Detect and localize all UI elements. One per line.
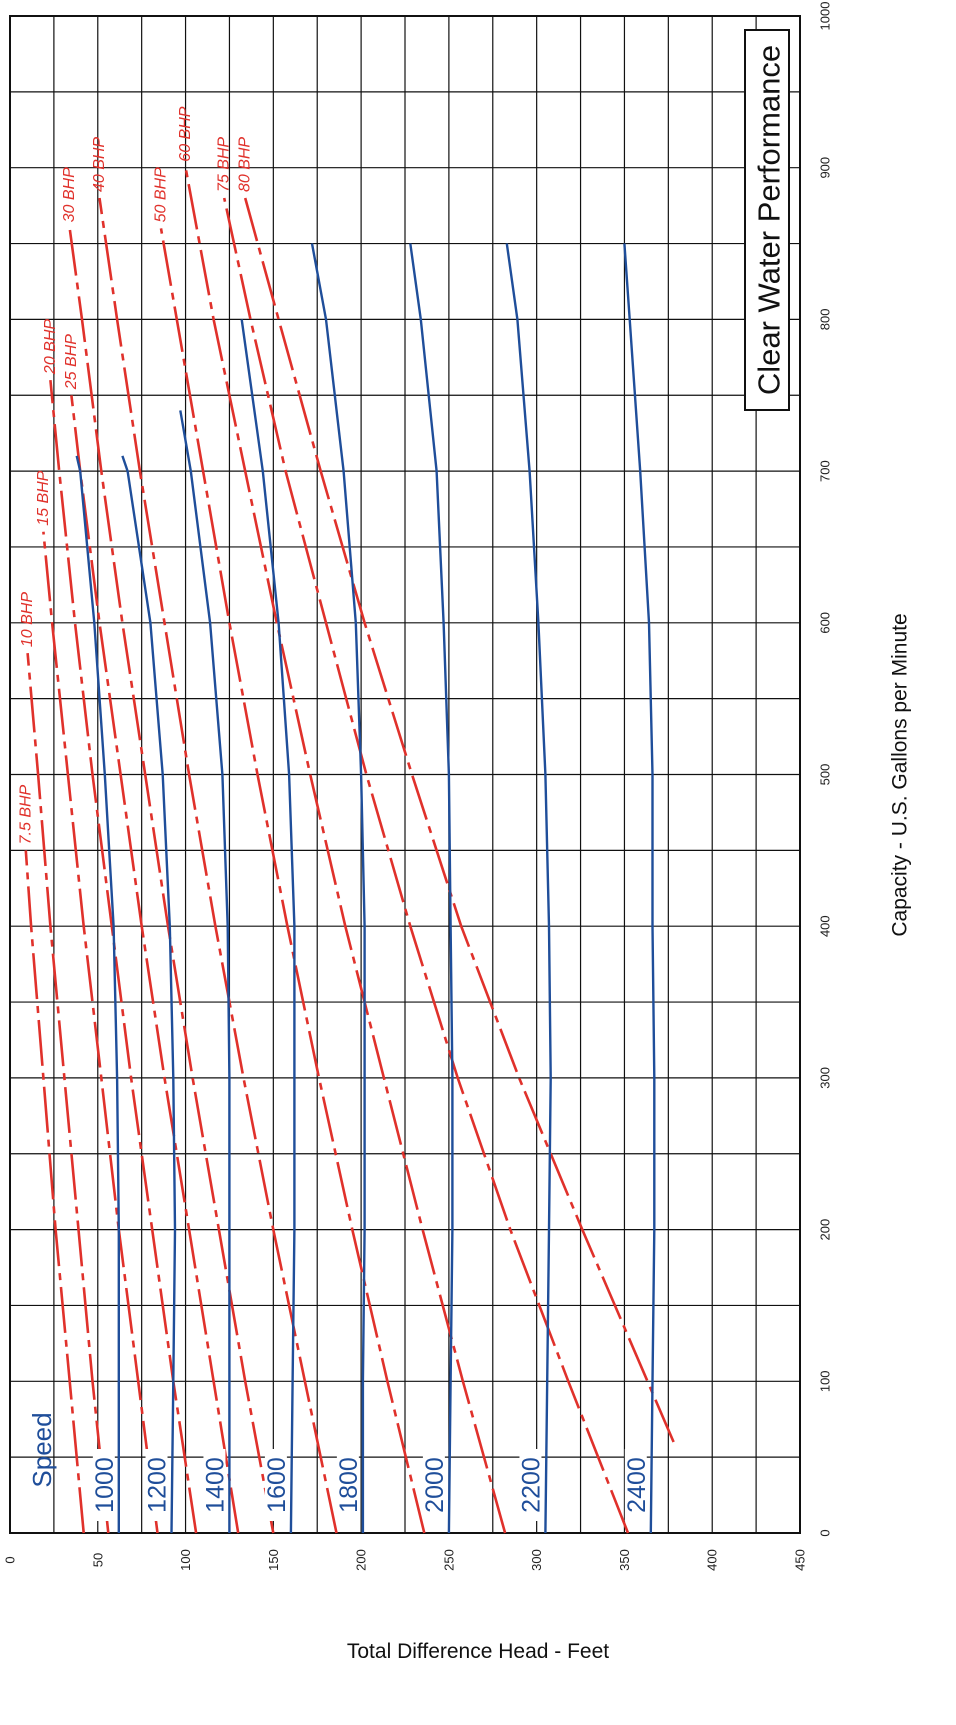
speed-label-bg <box>203 1449 226 1521</box>
x-axis-title: Capacity - U.S. Gallons per Minute <box>889 613 912 936</box>
bhp-label: 20 BHP <box>42 319 59 375</box>
speed-label-bg <box>145 1449 168 1521</box>
bhp-curve <box>68 228 275 1534</box>
bhp-curve <box>222 197 630 1534</box>
speed-label: 1200 <box>144 1457 172 1513</box>
bhp-curve <box>159 228 426 1534</box>
chart-title: Clear Water Performance <box>752 45 787 395</box>
speed-curve <box>505 243 552 1534</box>
speed-label: 2000 <box>421 1457 449 1513</box>
speed-curve <box>179 410 231 1533</box>
bhp-label: 15 BHP <box>35 470 52 525</box>
y-tick-label: 200 <box>354 1549 369 1571</box>
x-tick-label: 200 <box>818 1219 833 1241</box>
x-tick-label: 500 <box>818 764 833 786</box>
bhp-curve <box>243 197 675 1443</box>
y-tick-label: 150 <box>266 1549 281 1571</box>
x-tick-label: 900 <box>818 157 833 179</box>
x-tick-label: 0 <box>818 1529 833 1536</box>
bhp-curve <box>49 379 198 1534</box>
y-tick-label: 50 <box>90 1553 105 1567</box>
speed-curve <box>310 243 366 1533</box>
bhp-curve <box>70 395 240 1534</box>
y-tick-label: 0 <box>3 1556 18 1563</box>
x-tick-label: 300 <box>818 1067 833 1089</box>
speed-label: 1800 <box>335 1457 363 1513</box>
x-tick-label: 1000 <box>818 2 833 31</box>
y-tick-label: 400 <box>705 1549 720 1571</box>
bhp-label: 10 BHP <box>19 592 36 647</box>
bhp-curves <box>24 167 675 1534</box>
y-tick-label: 300 <box>529 1549 544 1571</box>
speed-label-bg <box>264 1449 287 1521</box>
x-tick-label: 600 <box>818 612 833 634</box>
bhp-label: 7.5 BHP <box>17 784 34 844</box>
title-frame <box>744 29 790 411</box>
bhp-label: 40 BHP <box>91 137 108 192</box>
x-tick-label: 100 <box>818 1370 833 1392</box>
speed-label: 1000 <box>91 1457 119 1513</box>
chart-title-box: Clear Water Performance <box>744 29 790 411</box>
bhp-curve <box>42 531 159 1534</box>
bhp-curve <box>26 652 110 1534</box>
speed-label-bg <box>519 1449 542 1521</box>
speed-curve <box>409 243 454 1534</box>
speed-curves <box>75 243 656 1534</box>
y-tick-label: 250 <box>441 1549 456 1571</box>
speed-curve <box>623 243 656 1534</box>
bhp-label: 75 BHP <box>216 137 233 192</box>
speed-label-bg <box>336 1449 359 1521</box>
speed-curve <box>240 319 296 1534</box>
bhp-curve <box>24 850 85 1534</box>
plot-frame <box>9 15 801 1534</box>
y-tick-label: 100 <box>178 1549 193 1571</box>
speed-curve <box>75 455 120 1533</box>
x-tick-label: 800 <box>818 309 833 331</box>
y-axis-title: Total Difference Head - Feet <box>346 1640 610 1663</box>
bhp-curve <box>98 197 338 1534</box>
speed-curve <box>121 455 177 1534</box>
axes: 0 100 200 300 400 500 600 700 800 900 1000 0 50 100 15… <box>3 2 912 1571</box>
speed-label-bg <box>92 1449 115 1521</box>
speed-label: 1600 <box>263 1457 291 1513</box>
speed-label: 2400 <box>623 1457 651 1513</box>
bhp-label: 30 BHP <box>61 167 78 222</box>
speed-label-bg <box>422 1449 445 1521</box>
speed-header-label: Speed <box>27 1412 57 1487</box>
y-tick-label: 350 <box>617 1549 632 1571</box>
bhp-label: 80 BHP <box>237 137 254 192</box>
bhp-label: 25 BHP <box>63 334 80 390</box>
grid <box>9 15 801 1534</box>
speed-label: 1400 <box>201 1457 229 1513</box>
y-tick-label: 450 <box>793 1549 808 1571</box>
x-tick-label: 700 <box>818 460 833 482</box>
x-tick-label: 400 <box>818 915 833 937</box>
speed-label-bg <box>624 1449 647 1521</box>
bhp-label: 50 BHP <box>152 167 169 222</box>
speed-label: 2200 <box>517 1457 545 1513</box>
bhp-curve <box>184 167 507 1534</box>
bhp-label: 60 BHP <box>177 106 194 161</box>
